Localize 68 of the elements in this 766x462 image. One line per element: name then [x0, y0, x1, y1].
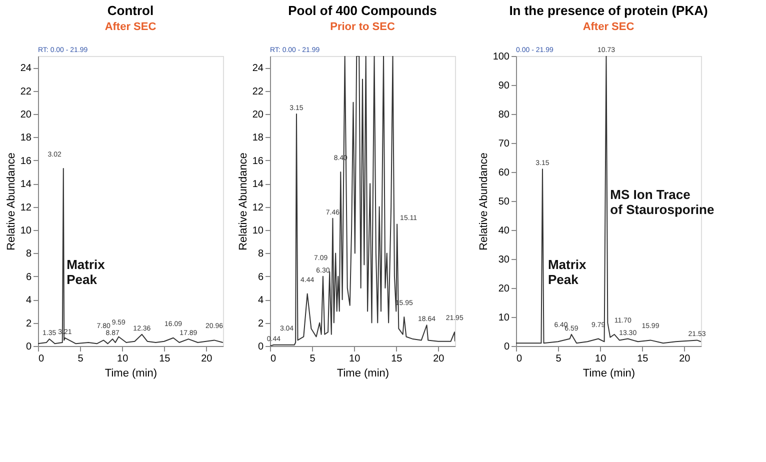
y-tick-label: 2 — [258, 318, 264, 330]
x-tick-label: 5 — [556, 354, 562, 364]
y-tick-label: 16 — [20, 156, 32, 167]
y-tick-label: 8 — [258, 248, 264, 260]
x-tick-label: 0 — [516, 354, 522, 364]
y-tick-label: 70 — [498, 138, 510, 150]
y-tick-label: 8 — [26, 248, 32, 260]
x-tick-label: 20 — [433, 354, 445, 364]
x-tick-label: 15 — [391, 354, 403, 364]
y-tick-label: 10 — [498, 312, 510, 324]
x-tick-label: 10 — [117, 354, 129, 364]
y-tick-label: 4 — [26, 295, 32, 306]
x-axis-title: Time (min) — [104, 368, 158, 380]
y-tick-label: 6 — [26, 272, 32, 283]
chart-subtitle: Prior to SEC — [330, 21, 395, 33]
line-series — [38, 168, 223, 344]
y-tick-label: 24 — [252, 63, 264, 74]
y-tick-label: 90 — [498, 80, 510, 92]
x-tick-label: 0 — [270, 354, 276, 364]
x-tick-label: 5 — [78, 354, 84, 364]
x-tick-label: 20 — [201, 354, 213, 364]
x-tick-label: 10 — [349, 354, 361, 364]
annotation: Matrix Peak — [548, 256, 588, 287]
y-tick-label: 20 — [20, 110, 32, 120]
y-axis-title: Relative Abundance — [5, 152, 18, 250]
y-tick-label: 100 — [492, 52, 510, 62]
y-tick-label: 0 — [504, 342, 510, 352]
y-axis-title: Relative Abundance — [478, 152, 490, 250]
chart-title: Pool of 400 Compounds — [288, 3, 437, 18]
chart-title: In the presence of protein (PKA) — [509, 3, 708, 18]
y-tick-label: 4 — [258, 295, 264, 306]
y-tick-label: 22 — [252, 86, 264, 98]
y-tick-label: 14 — [20, 179, 32, 190]
chart-title: Control — [107, 3, 154, 18]
chart-subtitle: After SEC — [104, 21, 156, 33]
y-tick-label: 12 — [252, 202, 264, 214]
x-axis-title: Time (min) — [582, 368, 636, 380]
y-tick-label: 12 — [20, 202, 32, 214]
x-tick-label: 20 — [679, 354, 691, 364]
y-tick-label: 18 — [252, 132, 264, 144]
annotation: MS Ion Trace of Staurosporine — [610, 187, 714, 218]
y-tick-label: 16 — [252, 156, 264, 167]
y-tick-label: 60 — [498, 168, 510, 178]
y-tick-label: 10 — [20, 226, 32, 236]
x-tick-label: 10 — [595, 354, 607, 364]
y-tick-label: 80 — [498, 110, 510, 120]
annotation: Matrix Peak — [66, 256, 106, 287]
y-tick-label: 0 — [258, 342, 264, 352]
y-tick-label: 10 — [252, 226, 264, 236]
y-tick-label: 50 — [498, 196, 510, 208]
y-axis-title: Relative Abundance — [237, 152, 250, 250]
y-tick-label: 24 — [20, 63, 32, 74]
y-tick-label: 20 — [252, 110, 264, 120]
y-tick-label: 20 — [498, 284, 510, 294]
y-tick-label: 22 — [20, 86, 32, 98]
y-tick-label: 2 — [26, 318, 32, 330]
x-tick-label: 5 — [310, 354, 316, 364]
x-tick-label: 15 — [637, 354, 649, 364]
x-tick-label: 0 — [38, 354, 44, 364]
y-tick-label: 6 — [258, 272, 264, 283]
chart-subtitle: After SEC — [582, 21, 634, 33]
y-tick-label: 40 — [498, 226, 510, 236]
y-tick-label: 30 — [498, 254, 510, 266]
y-tick-label: 14 — [252, 179, 264, 190]
y-tick-label: 0 — [26, 342, 32, 352]
y-tick-label: 18 — [20, 132, 32, 144]
x-tick-label: 15 — [159, 354, 171, 364]
x-axis-title: Time (min) — [336, 368, 390, 380]
